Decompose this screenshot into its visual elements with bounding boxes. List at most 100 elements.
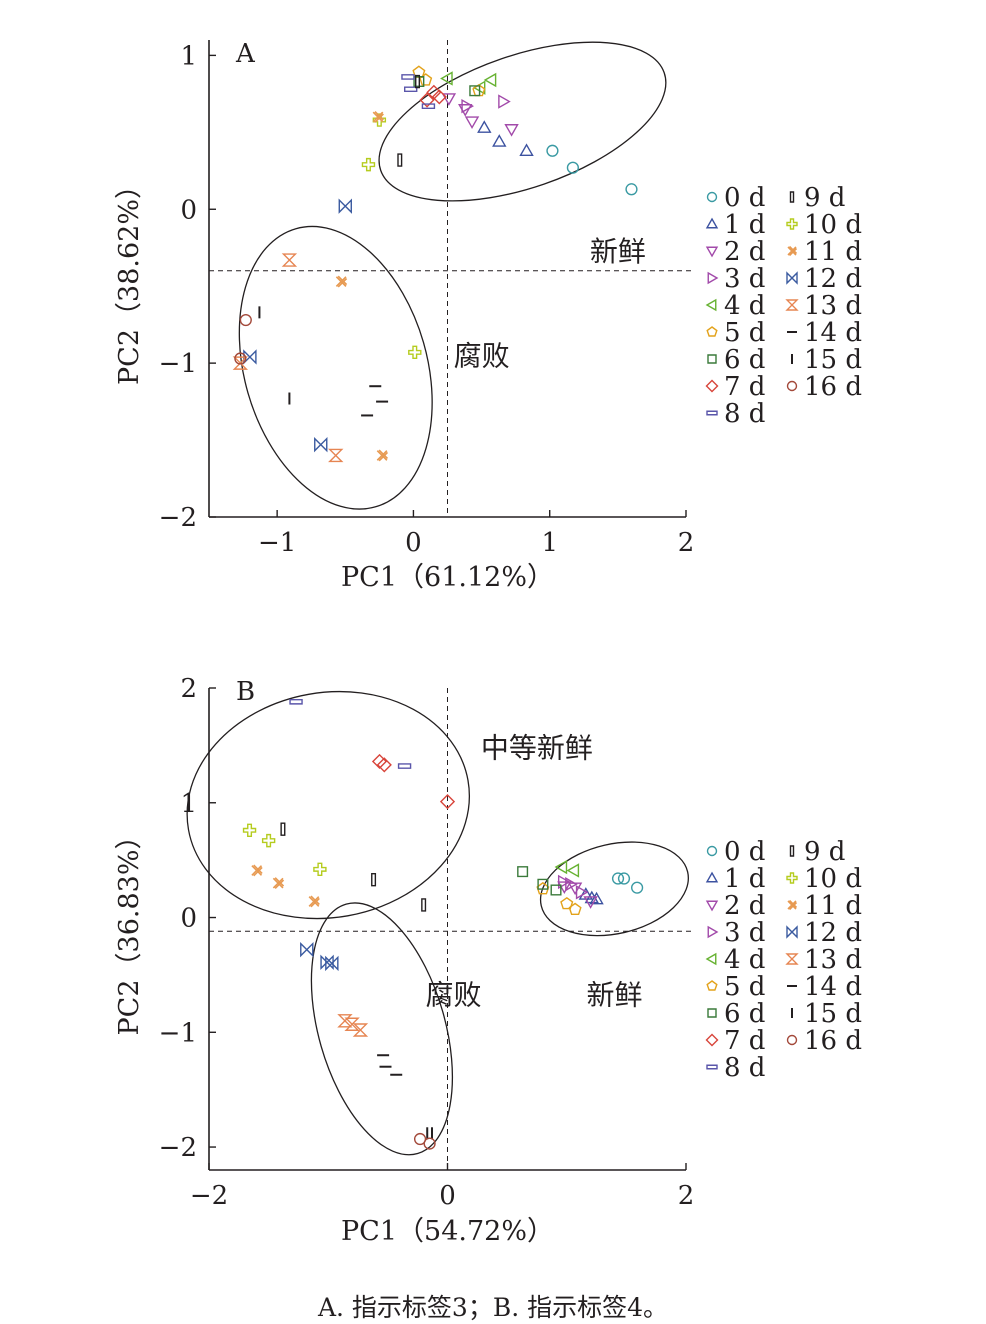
data-point-11d	[272, 877, 285, 890]
x-tick-label: 2	[678, 528, 695, 558]
data-point-3d	[575, 885, 589, 900]
legend-label: 2 d	[724, 891, 765, 921]
data-point-1d	[492, 134, 507, 147]
data-point-4d	[483, 72, 497, 88]
legend-marker	[707, 925, 719, 939]
legend-label: 6 d	[724, 999, 765, 1029]
y-tick-label: −2	[159, 1133, 197, 1163]
data-point-13d	[344, 1017, 360, 1031]
legend-marker	[786, 380, 798, 392]
data-point-10d	[361, 157, 376, 172]
x-tick-label: 2	[678, 1181, 695, 1211]
legend-marker	[787, 899, 798, 911]
legend-label: 11 d	[804, 237, 862, 267]
data-point-4d	[566, 863, 580, 878]
legend-label: 5 d	[724, 318, 765, 348]
cluster-ellipse	[539, 841, 689, 937]
region-annotation: 新鲜	[590, 235, 646, 268]
legend-label: 4 d	[724, 291, 765, 321]
legend-label: 4 d	[724, 945, 765, 975]
data-point-8d	[289, 698, 303, 705]
y-axis-title: PC2（36.83%）	[114, 823, 145, 1036]
legend-label: 8 d	[724, 399, 765, 429]
legend: 0 d1 d2 d3 d4 d5 d6 d7 d8 d 9 d10 d11 d12…	[705, 837, 862, 1083]
data-point-11d	[308, 895, 320, 908]
data-point-0d	[566, 161, 579, 174]
legend-label: 13 d	[804, 945, 862, 975]
data-point-12d	[325, 955, 339, 972]
legend-marker	[707, 354, 717, 364]
data-point-3d	[461, 98, 474, 114]
data-point-6d	[469, 85, 481, 97]
legend-marker	[705, 871, 719, 883]
legend-marker	[705, 298, 717, 312]
data-point-3d	[565, 877, 578, 892]
legend-label: 5 d	[724, 972, 765, 1002]
data-point-2d	[441, 93, 457, 106]
legend-label: 14 d	[804, 972, 862, 1002]
legend-marker	[789, 845, 795, 857]
cluster-ellipse	[310, 902, 454, 1156]
legend-label: 10 d	[804, 864, 862, 894]
data-point-12d	[338, 198, 352, 214]
x-tick-label: 0	[439, 1181, 456, 1211]
data-point-7d	[376, 757, 392, 773]
data-point-16d	[234, 352, 247, 365]
data-point-12d	[314, 436, 328, 453]
legend-label: 14 d	[804, 318, 862, 348]
legend-label: 1 d	[724, 864, 765, 894]
data-point-2d	[504, 124, 519, 137]
x-axis-title: PC1（54.72%）	[341, 1216, 554, 1247]
data-point-5d	[560, 896, 574, 910]
legend-marker	[707, 271, 719, 285]
legend-marker	[706, 980, 718, 991]
legend-marker	[786, 872, 798, 884]
data-point-9d	[421, 898, 427, 912]
data-point-7d	[431, 89, 447, 105]
legend-marker	[789, 191, 795, 203]
y-tick-label: 2	[180, 674, 197, 704]
legend-marker	[705, 900, 719, 912]
legend-label: 12 d	[804, 264, 862, 294]
legend-marker	[786, 218, 798, 230]
legend-marker	[786, 271, 798, 285]
data-point-11d	[376, 449, 389, 462]
data-point-6d	[537, 878, 549, 890]
region-annotation: 腐败	[425, 978, 481, 1011]
data-point-0d	[546, 144, 559, 157]
legend-label: 8 d	[724, 1053, 765, 1083]
data-point-9d	[280, 822, 286, 836]
legend-label: 9 d	[804, 183, 845, 213]
y-axis-title: PC2（38.62%）	[114, 172, 145, 385]
legend: 0 d1 d2 d3 d4 d5 d6 d7 d8 d 9 d10 d11 d12…	[705, 183, 862, 429]
region-annotation: 腐败	[454, 339, 510, 372]
data-point-0d	[611, 872, 625, 885]
legend-label: 3 d	[724, 264, 765, 294]
data-point-7d	[419, 92, 435, 108]
legend-label: 16 d	[804, 372, 862, 402]
x-tick-label: 1	[541, 528, 558, 558]
y-tick-label: 0	[180, 904, 197, 934]
y-tick-label: 0	[180, 195, 197, 225]
panel-label: B	[236, 677, 255, 707]
legend-label: 15 d	[804, 999, 862, 1029]
legend-marker	[706, 326, 718, 337]
legend-marker	[786, 1034, 798, 1046]
data-point-16d	[239, 313, 252, 327]
data-point-8d	[404, 86, 418, 93]
panel-label: A	[235, 39, 256, 69]
data-point-0d	[625, 183, 638, 196]
legend-marker	[705, 952, 717, 966]
legend-label: 13 d	[804, 291, 862, 321]
legend-marker	[706, 410, 718, 416]
region-annotation: 中等新鲜	[481, 732, 593, 765]
data-point-11d	[335, 275, 348, 288]
data-point-4d	[554, 859, 568, 875]
data-point-12d	[320, 954, 334, 970]
y-tick-label: 1	[180, 789, 197, 819]
data-point-5d	[419, 73, 433, 86]
legend-marker	[706, 845, 718, 857]
legend-marker	[706, 191, 718, 203]
legend-marker	[707, 1008, 717, 1018]
